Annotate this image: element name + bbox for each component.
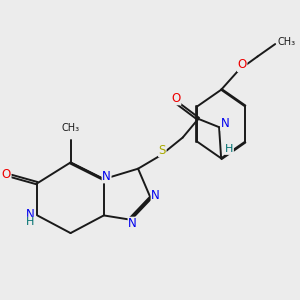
Text: O: O [2, 168, 11, 181]
Text: N: N [128, 217, 137, 230]
Text: H: H [26, 218, 34, 227]
Text: N: N [151, 189, 160, 202]
Text: N: N [221, 117, 230, 130]
Text: S: S [159, 144, 166, 157]
Text: CH₃: CH₃ [61, 123, 80, 133]
Text: H: H [225, 144, 233, 154]
Text: N: N [26, 208, 35, 220]
Text: N: N [102, 170, 111, 183]
Text: O: O [238, 58, 247, 71]
Text: CH₃: CH₃ [278, 37, 296, 47]
Text: O: O [172, 92, 181, 105]
